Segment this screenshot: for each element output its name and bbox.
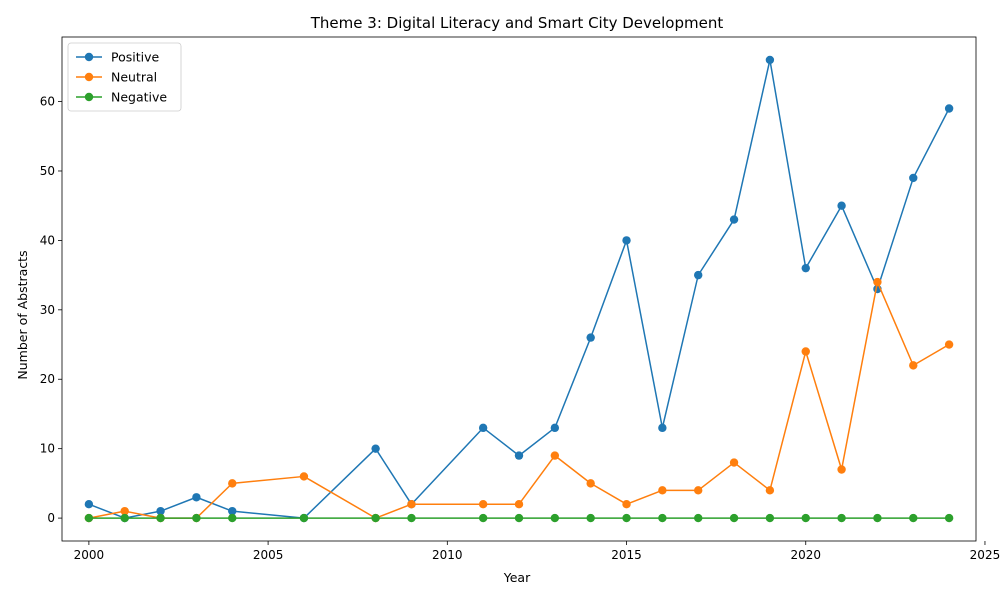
x-tick-label: 2015 [611, 548, 642, 562]
data-point-positive [371, 444, 380, 453]
data-point-neutral [622, 500, 631, 509]
data-point-neutral [586, 479, 595, 488]
data-point-positive [658, 423, 667, 433]
legend-label-negative: Negative [111, 90, 167, 105]
axes-frame [61, 36, 977, 542]
data-point-neutral [228, 479, 237, 488]
legend-marker-positive [84, 52, 94, 62]
y-tick-label: 60 [40, 95, 55, 109]
data-point-negative [514, 513, 524, 523]
legend-label-positive: Positive [111, 50, 159, 65]
data-point-positive [156, 506, 165, 516]
data-point-positive [944, 104, 954, 113]
data-point-positive [478, 423, 488, 433]
data-point-positive [909, 173, 918, 183]
data-point-neutral [550, 451, 560, 460]
data-point-neutral [514, 500, 524, 509]
data-point-positive [765, 55, 775, 65]
data-point-neutral [729, 458, 739, 467]
data-point-neutral [765, 486, 775, 495]
y-tick-label: 30 [40, 303, 55, 317]
data-point-negative [156, 513, 165, 523]
data-point-negative [944, 513, 954, 523]
data-point-negative [729, 513, 739, 523]
y-tick-label: 50 [40, 164, 55, 178]
data-point-negative [120, 513, 129, 523]
data-point-neutral [801, 347, 810, 356]
data-point-neutral [478, 500, 488, 509]
data-point-neutral [873, 277, 882, 287]
data-point-neutral [120, 506, 129, 516]
plot-area: 2000 2005 2010 2015 2020 2025 0 10 20 30 40 50 60 Pos… [40, 36, 1000, 562]
data-point-positive [837, 201, 846, 210]
data-point-neutral [658, 486, 667, 495]
data-point-negative [228, 513, 237, 523]
data-point-neutral [407, 500, 416, 509]
chart-title: Theme 3: Digital Literacy and Smart City… [310, 14, 724, 32]
y-axis-label: Number of Abstracts [15, 250, 30, 379]
data-point-negative [873, 513, 882, 523]
x-tick-label: 2020 [790, 548, 821, 562]
series-line-positive [87, 59, 951, 519]
data-point-positive [192, 493, 201, 502]
data-point-negative [909, 513, 918, 523]
data-point-negative [550, 513, 560, 523]
y-tick-label: 0 [47, 511, 55, 525]
data-point-negative [478, 513, 488, 523]
x-tick-label: 2005 [253, 548, 284, 562]
data-point-negative [765, 513, 775, 523]
data-point-negative [192, 513, 201, 523]
x-tick-label: 2000 [74, 548, 105, 562]
series-line-neutral [88, 281, 951, 519]
data-point-negative [299, 513, 309, 523]
y-tick-label: 10 [40, 442, 55, 456]
data-point-positive [550, 423, 560, 433]
data-point-positive [514, 451, 524, 460]
legend-marker-neutral [84, 72, 94, 82]
legend-label-neutral: Neutral [111, 70, 157, 85]
data-point-neutral [299, 472, 309, 481]
data-point-neutral [944, 340, 954, 349]
data-point-positive [801, 263, 810, 273]
x-axis-label: Year [503, 570, 531, 585]
data-point-negative [586, 513, 595, 523]
data-point-positive [694, 270, 703, 280]
data-point-negative [658, 513, 667, 523]
data-point-positive [729, 215, 739, 224]
legend-box [67, 42, 182, 112]
data-point-negative [371, 513, 380, 523]
y-tick-label: 40 [40, 233, 55, 247]
data-point-negative [837, 513, 846, 523]
data-point-negative [84, 513, 94, 523]
data-point-neutral [837, 465, 846, 474]
data-point-positive [84, 500, 94, 509]
data-point-positive [586, 333, 595, 342]
data-point-neutral [909, 361, 918, 370]
data-point-neutral [694, 486, 703, 495]
data-point-positive [228, 506, 237, 516]
legend-marker-negative [84, 92, 94, 102]
data-point-negative [801, 513, 810, 523]
x-tick-label: 2010 [432, 548, 463, 562]
data-point-negative [407, 513, 416, 523]
x-tick-label: 2025 [970, 548, 1000, 562]
data-point-negative [694, 513, 703, 523]
y-tick-label: 20 [40, 372, 55, 386]
data-point-negative [622, 513, 631, 523]
data-point-positive [622, 236, 631, 245]
